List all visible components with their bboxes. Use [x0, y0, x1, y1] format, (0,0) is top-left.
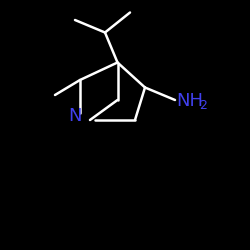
Text: NH: NH [176, 92, 203, 110]
Text: N: N [68, 107, 82, 125]
Text: 2: 2 [199, 99, 206, 112]
